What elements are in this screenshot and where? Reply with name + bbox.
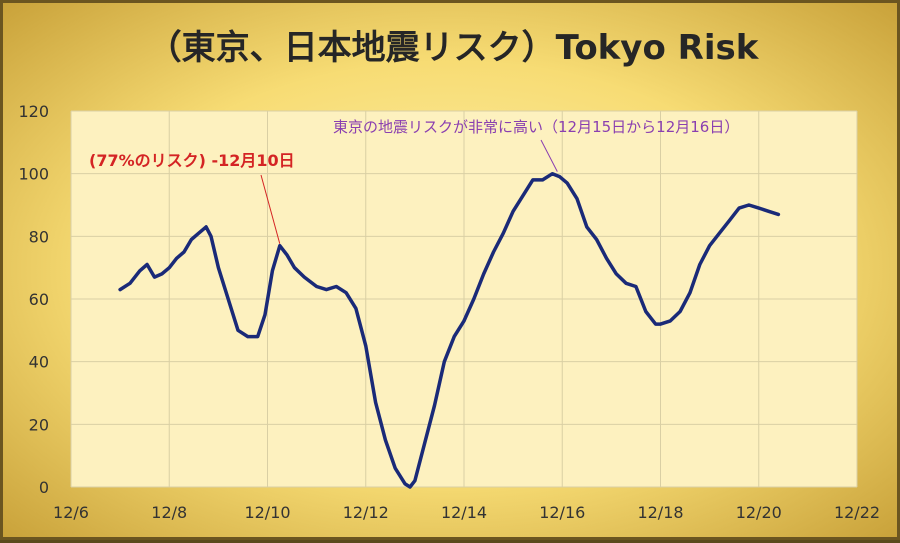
series-line [118,171,781,489]
x-tick-label: 12/10 [244,503,290,522]
y-tick-label: 20 [29,415,49,434]
x-tick-label: 12/16 [539,503,585,522]
chart-title: （東京、日本地震リスク）Tokyo Risk [148,28,760,68]
y-tick-label: 80 [29,227,49,246]
series-group [118,171,781,489]
y-tick-label: 60 [29,290,49,309]
y-tick-label: 0 [39,478,49,497]
x-tick-label: 12/8 [151,503,187,522]
annotation-label: (77%のリスク) -12月10日 [89,151,295,170]
y-axis-ticks: 0 20 40 60 80 100 120 [18,102,49,497]
x-tick-label: 12/22 [834,503,880,522]
x-tick-label: 12/6 [53,503,89,522]
annotation-leader-line [260,174,281,244]
y-tick-label: 40 [29,353,49,372]
y-tick-label: 120 [18,102,49,121]
y-tick-label: 100 [18,165,49,184]
annotations: (77%のリスク) -12月10日 東京の地震リスクが非常に高い（12月15日から… [89,118,739,244]
x-tick-label: 12/14 [441,503,487,522]
x-tick-label: 12/12 [343,503,389,522]
x-tick-label: 12/18 [637,503,683,522]
annotation-label: 東京の地震リスクが非常に高い（12月15日から12月16日） [333,118,739,136]
line-chart: （東京、日本地震リスク）Tokyo Risk 12/6 12/8 12/10 12/1… [18,28,880,522]
x-axis-ticks: 12/6 12/8 12/10 12/12 12/14 12/16 12/18 12/20 12… [53,503,880,522]
annotation-leader-line [540,139,558,172]
x-tick-label: 12/20 [736,503,782,522]
